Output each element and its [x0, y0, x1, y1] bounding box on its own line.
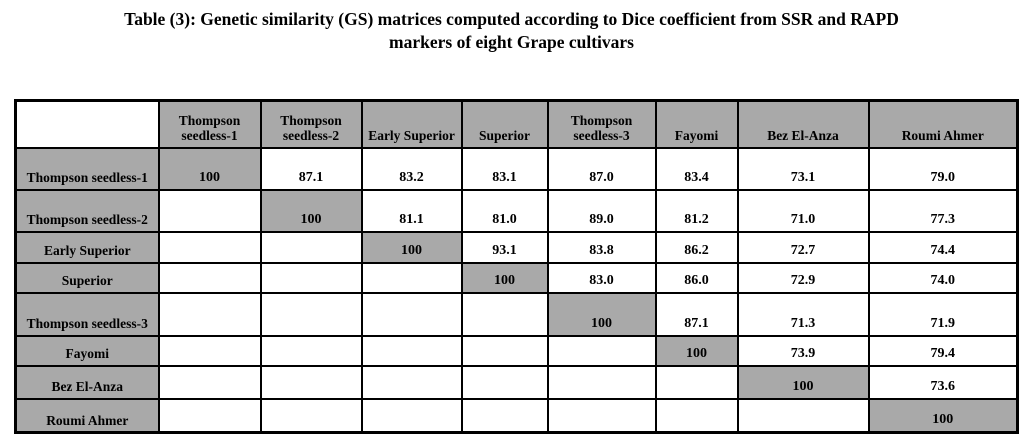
matrix-cell: 86.0	[654, 261, 739, 294]
matrix-cell: 72.7	[736, 230, 870, 264]
matrix-cell	[360, 334, 463, 367]
matrix-cell: 83.4	[654, 146, 739, 191]
matrix-cell: 100	[867, 397, 1019, 434]
matrix-cell: 81.1	[360, 188, 463, 233]
table-row: Thompson seedless-1 100 87.1 83.2 83.1 87.0 83…	[14, 146, 1019, 191]
table-row: Superior 100 83.0 86.0 72.9 74.0	[14, 261, 1019, 294]
matrix-cell: 100	[360, 230, 463, 264]
matrix-cell	[259, 334, 363, 367]
matrix-cell: 79.4	[867, 334, 1019, 367]
matrix-cell: 87.0	[546, 146, 657, 191]
matrix-cell	[259, 261, 363, 294]
matrix-cell: 83.2	[360, 146, 463, 191]
matrix-cell	[654, 364, 739, 400]
matrix-cell: 93.1	[460, 230, 549, 264]
matrix-cell	[546, 397, 657, 434]
matrix-cell	[546, 334, 657, 367]
matrix-cell: 77.3	[867, 188, 1019, 233]
matrix-cell	[654, 397, 739, 434]
table-row: Roumi Ahmer 100	[14, 397, 1019, 434]
row-label-2: Thompson seedless-2	[14, 188, 160, 233]
row-label-5: Thompson seedless-3	[14, 291, 160, 337]
matrix-cell	[360, 291, 463, 337]
matrix-cell	[157, 397, 262, 434]
row-label-7: Bez El-Anza	[14, 364, 160, 400]
matrix-cell: 100	[654, 334, 739, 367]
matrix-cell	[157, 230, 262, 264]
column-header-1: Thompson seedless-1	[157, 99, 262, 149]
row-label-1: Thompson seedless-1	[14, 146, 160, 191]
matrix-cell: 74.4	[867, 230, 1019, 264]
matrix-cell: 73.1	[736, 146, 870, 191]
matrix-cell	[157, 364, 262, 400]
matrix-cell	[157, 291, 262, 337]
row-label-4: Superior	[14, 261, 160, 294]
matrix-cell	[460, 397, 549, 434]
matrix-cell	[460, 364, 549, 400]
matrix-cell	[460, 334, 549, 367]
similarity-matrix-container: Thompson seedless-1 Thompson seedless-2 Ea…	[14, 99, 1019, 434]
column-header-7: Bez El-Anza	[736, 99, 870, 149]
genetic-similarity-table: Thompson seedless-1 Thompson seedless-2 Ea…	[14, 99, 1019, 434]
matrix-cell: 83.1	[460, 146, 549, 191]
matrix-cell: 83.0	[546, 261, 657, 294]
table-body: Thompson seedless-1 100 87.1 83.2 83.1 87.0 83…	[14, 146, 1019, 434]
matrix-cell: 83.8	[546, 230, 657, 264]
table-caption-line1: Table (3): Genetic similarity (GS) matri…	[124, 9, 899, 29]
matrix-cell: 100	[736, 364, 870, 400]
matrix-cell	[546, 364, 657, 400]
matrix-cell	[259, 397, 363, 434]
matrix-cell	[360, 364, 463, 400]
table-row: Fayomi 100 73.9 79.4	[14, 334, 1019, 367]
table-caption: Table (3): Genetic similarity (GS) matri…	[0, 8, 1023, 54]
table-header-row: Thompson seedless-1 Thompson seedless-2 Ea…	[14, 99, 1019, 149]
matrix-cell: 74.0	[867, 261, 1019, 294]
table-row: Bez El-Anza 100 73.6	[14, 364, 1019, 400]
matrix-cell: 100	[259, 188, 363, 233]
matrix-cell	[157, 261, 262, 294]
column-header-6: Fayomi	[654, 99, 739, 149]
column-header-4: Superior	[460, 99, 549, 149]
column-header-8: Roumi Ahmer	[867, 99, 1019, 149]
corner-cell	[14, 99, 160, 149]
matrix-cell: 81.2	[654, 188, 739, 233]
matrix-cell: 71.9	[867, 291, 1019, 337]
matrix-cell: 73.6	[867, 364, 1019, 400]
matrix-cell: 89.0	[546, 188, 657, 233]
row-label-6: Fayomi	[14, 334, 160, 367]
table-caption-line2: markers of eight Grape cultivars	[389, 32, 634, 52]
table-row: Thompson seedless-2 100 81.1 81.0 89.0 81.2 71…	[14, 188, 1019, 233]
column-header-3: Early Superior	[360, 99, 463, 149]
matrix-cell: 71.0	[736, 188, 870, 233]
matrix-cell	[259, 364, 363, 400]
matrix-cell	[736, 397, 870, 434]
header-row: Thompson seedless-1 Thompson seedless-2 Ea…	[14, 99, 1019, 149]
matrix-cell	[460, 291, 549, 337]
matrix-cell: 79.0	[867, 146, 1019, 191]
matrix-cell: 100	[157, 146, 262, 191]
table-row: Early Superior 100 93.1 83.8 86.2 72.7 74.4	[14, 230, 1019, 264]
matrix-cell: 100	[460, 261, 549, 294]
row-label-8: Roumi Ahmer	[14, 397, 160, 434]
matrix-cell: 81.0	[460, 188, 549, 233]
matrix-cell: 87.1	[259, 146, 363, 191]
matrix-cell	[360, 397, 463, 434]
matrix-cell	[157, 334, 262, 367]
matrix-cell: 71.3	[736, 291, 870, 337]
matrix-cell: 100	[546, 291, 657, 337]
matrix-cell: 86.2	[654, 230, 739, 264]
column-header-5: Thompson seedless-3	[546, 99, 657, 149]
matrix-cell: 72.9	[736, 261, 870, 294]
matrix-cell: 73.9	[736, 334, 870, 367]
matrix-cell	[259, 291, 363, 337]
matrix-cell: 87.1	[654, 291, 739, 337]
matrix-cell	[259, 230, 363, 264]
table-row: Thompson seedless-3 100 87.1 71.3 71.9	[14, 291, 1019, 337]
column-header-2: Thompson seedless-2	[259, 99, 363, 149]
row-label-3: Early Superior	[14, 230, 160, 264]
matrix-cell	[360, 261, 463, 294]
matrix-cell	[157, 188, 262, 233]
